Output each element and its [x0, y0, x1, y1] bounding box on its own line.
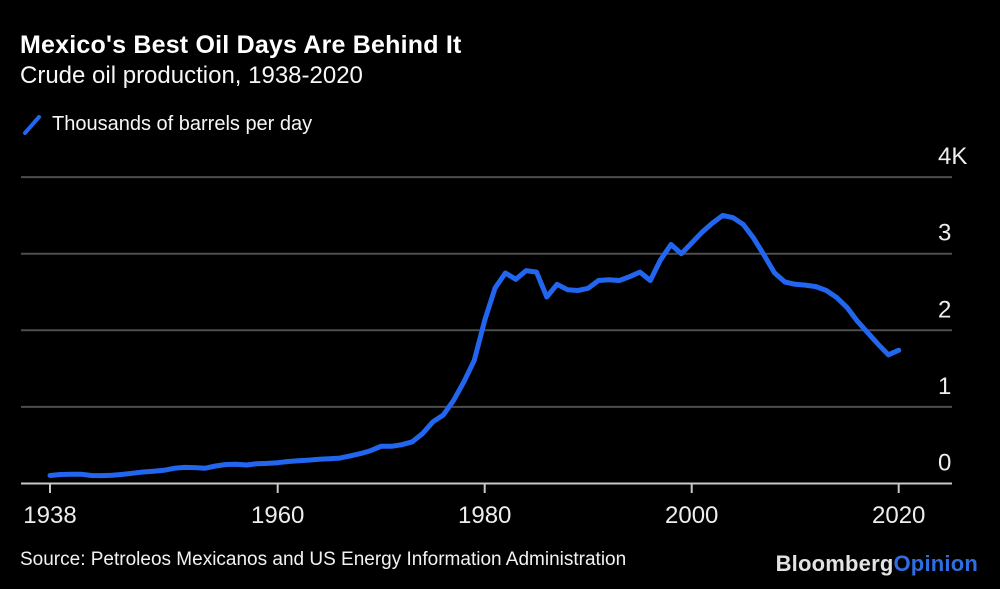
bloomberg-wordmark: Bloomberg: [775, 551, 894, 576]
x-axis-label: 2020: [872, 502, 925, 529]
x-axis-label: 1980: [458, 502, 511, 529]
y-axis-label: 4K: [938, 143, 967, 170]
x-axis-label: 1938: [23, 502, 76, 529]
bloomberg-opinion-logo: BloombergOpinion: [776, 551, 978, 577]
x-axis-label: 1960: [251, 502, 304, 529]
legend-line-swatch-icon: [23, 114, 41, 135]
chart-subtitle: Crude oil production, 1938-2020: [20, 62, 363, 89]
x-axis-label: 2000: [665, 502, 718, 529]
y-axis-label: 2: [938, 296, 951, 323]
y-axis-label: 3: [938, 220, 951, 247]
chart-title: Mexico's Best Oil Days Are Behind It: [20, 31, 462, 59]
opinion-wordmark: Opinion: [893, 551, 978, 576]
y-axis-label: 0: [938, 450, 951, 477]
legend: Thousands of barrels per day: [22, 113, 312, 136]
production-line: [47, 212, 902, 479]
source-note: Source: Petroleos Mexicanos and US Energ…: [20, 549, 627, 570]
y-axis-label: 1: [938, 373, 951, 400]
legend-label: Thousands of barrels per day: [52, 113, 313, 135]
